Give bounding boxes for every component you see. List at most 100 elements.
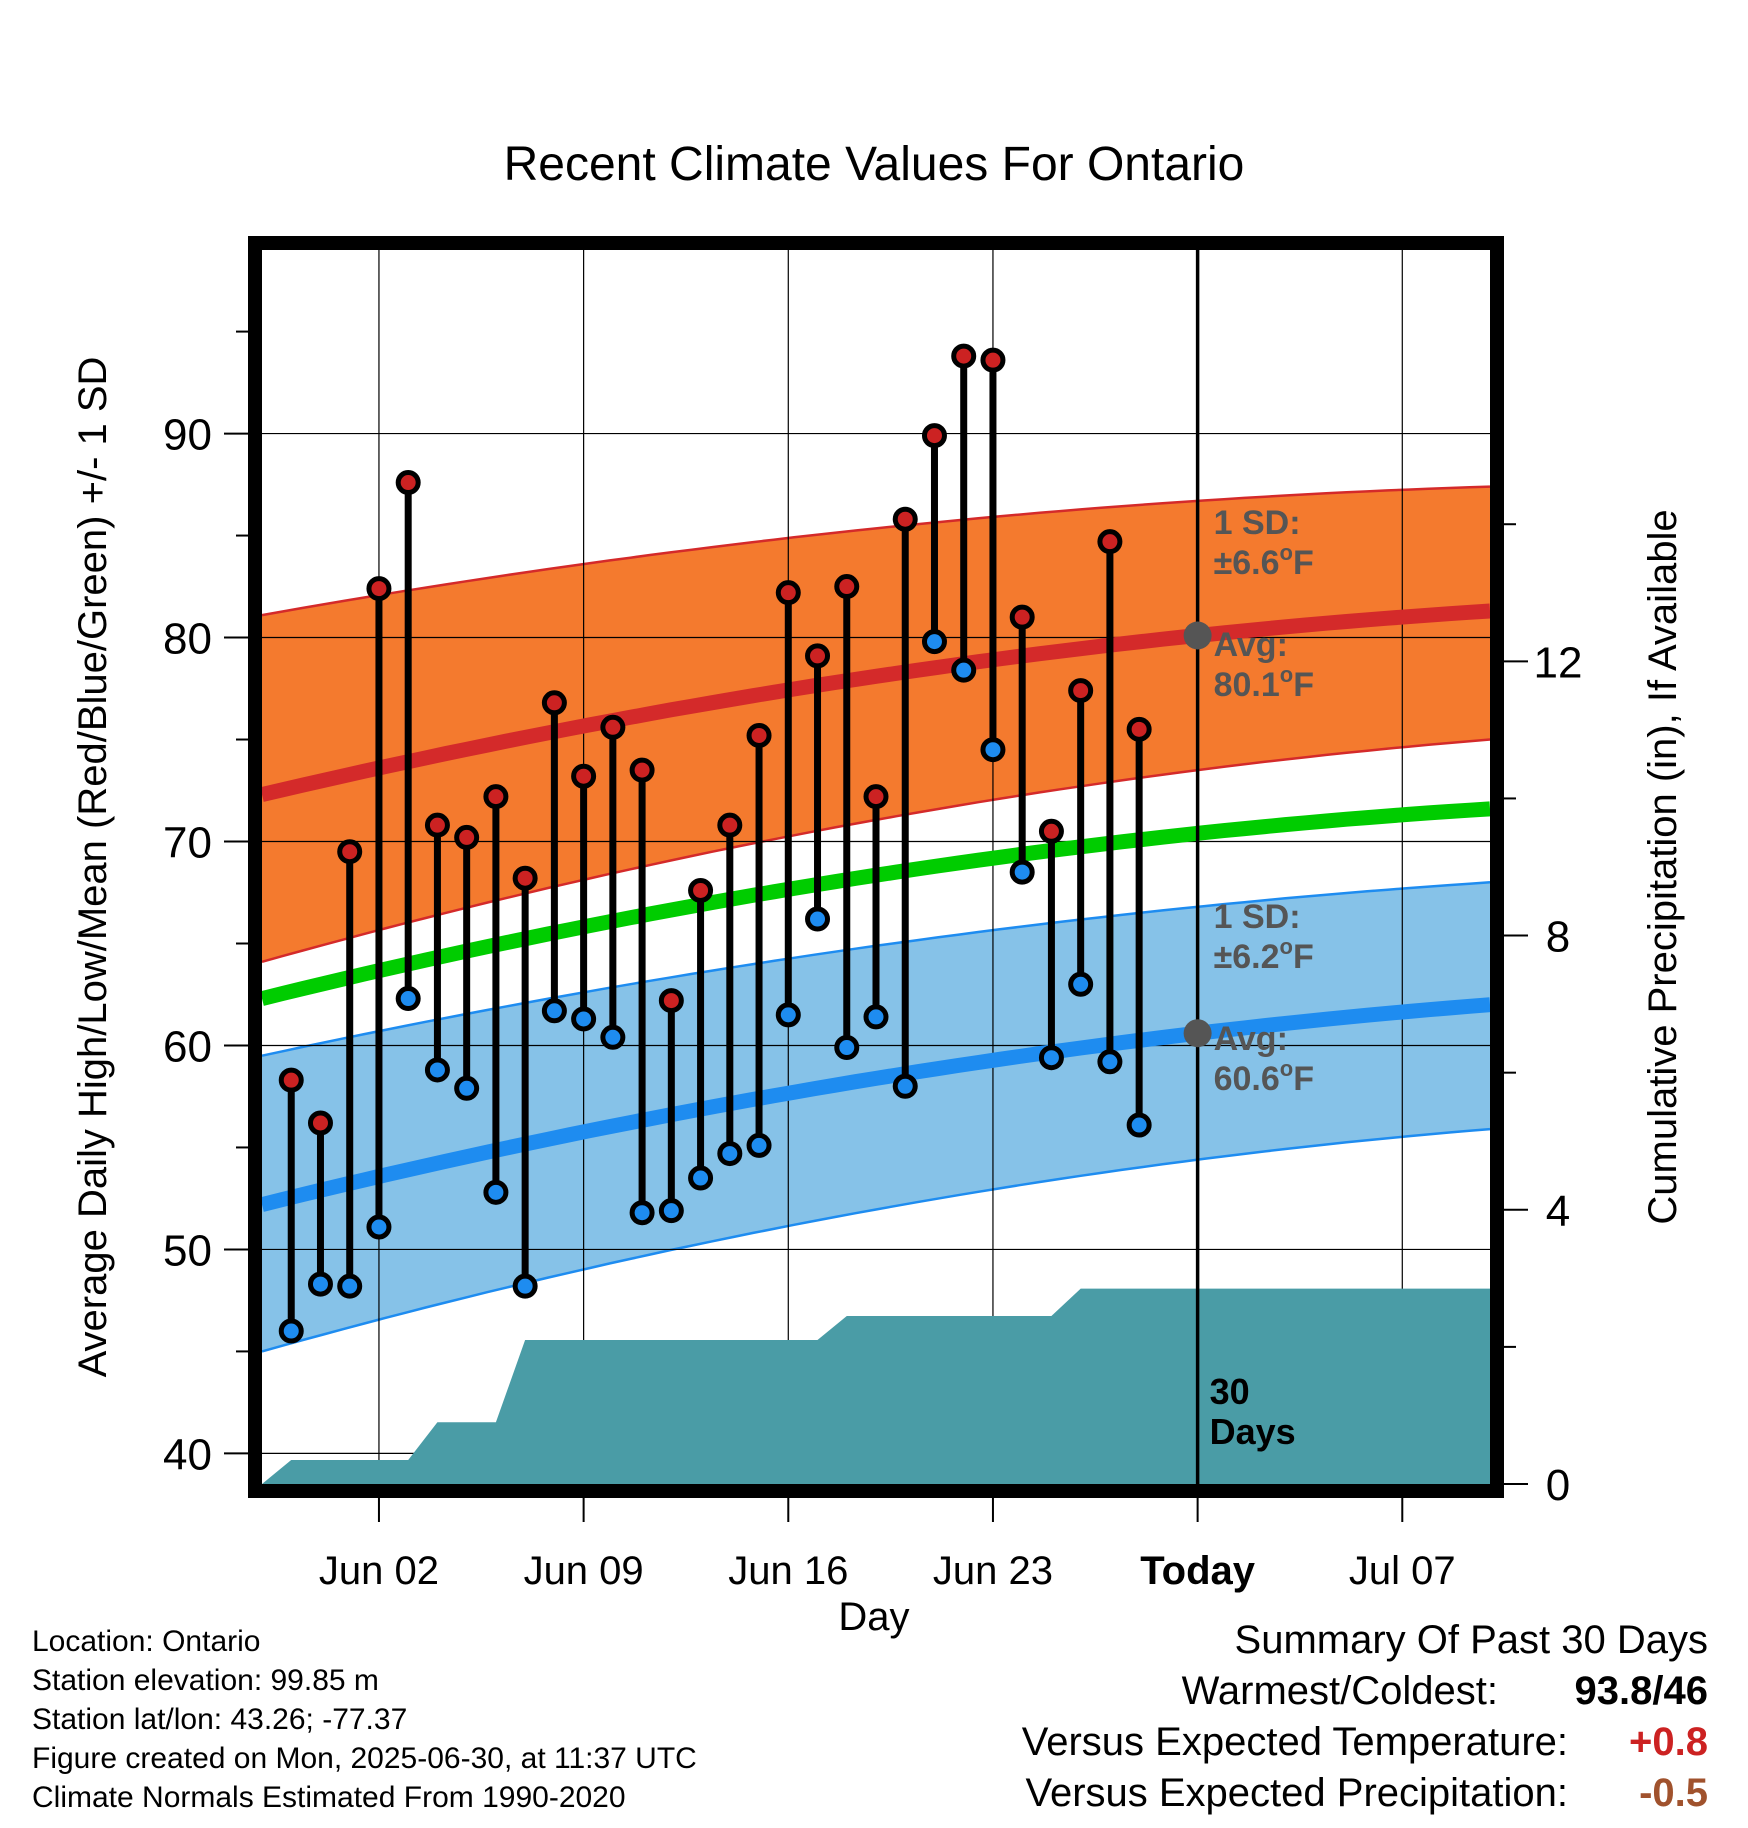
y2-tick-label: 8 [1546, 913, 1570, 962]
daily-low-point [775, 1002, 801, 1028]
summary-temp-label: Versus Expected Temperature: [1021, 1720, 1568, 1764]
daily-high-point [1126, 716, 1152, 742]
daily-low-point [483, 1179, 509, 1205]
daily-high-point [454, 824, 480, 850]
high-avg-marker [1183, 621, 1212, 650]
y2-tick-label: 12 [1534, 638, 1583, 687]
days-label: Days [1210, 1411, 1296, 1452]
high-avg-label: Avg: [1214, 626, 1288, 664]
daily-high-point [658, 988, 684, 1014]
daily-high-point [746, 722, 772, 748]
daily-low-point [892, 1073, 918, 1099]
footer-latlon: Station lat/lon: 43.26; -77.37 [32, 1703, 408, 1736]
y-tick-label: 60 [163, 1022, 212, 1071]
daily-high-point [1068, 678, 1094, 704]
footer-created: Figure created on Mon, 2025-06-30, at 11… [32, 1742, 697, 1775]
daily-low-point [1097, 1049, 1123, 1075]
daily-high-point [1038, 818, 1064, 844]
daily-low-point [863, 1004, 889, 1030]
chart-title: Recent Climate Values For Ontario [504, 138, 1245, 191]
daily-low-point [541, 998, 567, 1024]
y2-tick-label: 0 [1546, 1461, 1570, 1510]
daily-high-point [775, 580, 801, 606]
axes: 40 50 60 70 80 90 0 4 8 12 Jun 02 Jun 09 Jun 16 Jun 2… [71, 138, 1685, 1639]
daily-low-point [307, 1271, 333, 1297]
low-sd-label: ±6.2oF [1214, 934, 1314, 976]
cumulative-precip-area [262, 1288, 1490, 1484]
footer-elevation: Station elevation: 99.85 m [32, 1664, 379, 1697]
x-tick-label: Jun 23 [933, 1549, 1053, 1593]
daily-low-point [1068, 971, 1094, 997]
daily-low-point [688, 1165, 714, 1191]
summary-temp-value: +0.8 [1629, 1720, 1708, 1764]
daily-high-point [863, 784, 889, 810]
x-tick-label: Today [1140, 1549, 1256, 1593]
daily-high-point [600, 714, 626, 740]
y-tick-label: 80 [163, 615, 212, 664]
daily-low-point [921, 629, 947, 655]
daily-low-point [1038, 1045, 1064, 1071]
daily-high-point [980, 347, 1006, 373]
daily-high-point [629, 757, 655, 783]
daily-low-point [512, 1273, 538, 1299]
x-tick-label: Jul 07 [1349, 1549, 1456, 1593]
y-tick-label: 40 [163, 1430, 212, 1479]
footer-location: Location: Ontario [32, 1625, 261, 1658]
daily-high-point [834, 574, 860, 600]
high-sd-label: ±6.6oF [1214, 540, 1314, 582]
daily-high-point [512, 865, 538, 891]
daily-low-point [454, 1075, 480, 1101]
daily-low-point [629, 1200, 655, 1226]
daily-low-point [658, 1198, 684, 1224]
daily-bars [278, 343, 1152, 1344]
y-tick-label: 50 [163, 1226, 212, 1275]
y-tick-label: 90 [163, 411, 212, 460]
summary-warm-cold-value: 93.8/46 [1575, 1669, 1708, 1714]
daily-low-point [1009, 859, 1035, 885]
low-avg-label: Avg: [1214, 1020, 1288, 1058]
daily-high-point [424, 812, 450, 838]
daily-low-point [746, 1132, 772, 1158]
daily-high-point [541, 690, 567, 716]
high-avg-label: 80.1oF [1214, 662, 1314, 704]
low-sd-label: 1 SD: [1214, 898, 1301, 936]
low-avg-label: 60.6oF [1214, 1056, 1314, 1098]
daily-high-point [951, 343, 977, 369]
y2-axis-label: Cumulative Precipitation (in), If Availa… [1641, 509, 1685, 1224]
high-sd-band-upper [261, 485, 1491, 617]
precip-area [262, 1288, 1490, 1484]
coldest-value: /46 [1652, 1669, 1708, 1713]
daily-high-point [717, 812, 743, 838]
daily-low-point [717, 1141, 743, 1167]
daily-high-point [892, 506, 918, 532]
daily-high-point [921, 423, 947, 449]
x-axis-label: Day [838, 1595, 909, 1639]
avg-high-line [260, 603, 1491, 802]
low-sd-band [262, 882, 1490, 1352]
daily-low-point [805, 906, 831, 932]
daily-high-point [688, 877, 714, 903]
daily-high-point [483, 784, 509, 810]
daily-low-point [951, 657, 977, 683]
summary-precip-label: Versus Expected Precipitation: [1025, 1771, 1568, 1815]
daily-high-point [805, 643, 831, 669]
x-tick-label: Jun 02 [319, 1549, 439, 1593]
summary-warm-cold-label: Warmest/Coldest: [1181, 1669, 1498, 1713]
daily-low-point [395, 986, 421, 1012]
daily-low-point [600, 1024, 626, 1050]
daily-low-point [337, 1273, 363, 1299]
daily-low-point [980, 737, 1006, 763]
daily-low-point [278, 1318, 304, 1344]
high-sd-label: 1 SD: [1214, 504, 1301, 542]
daily-low-point [1126, 1112, 1152, 1138]
daily-low-point [366, 1214, 392, 1240]
y2-tick-label: 4 [1546, 1187, 1570, 1236]
days-label: 30 [1210, 1371, 1250, 1412]
high-sd-band [262, 486, 1490, 962]
y-axis-label: Average Daily High/Low/Mean (Red/Blue/Gr… [71, 357, 115, 1378]
daily-high-point [366, 576, 392, 602]
x-tick-label: Jun 09 [524, 1549, 644, 1593]
low-sd-band-lower [261, 1127, 1491, 1353]
